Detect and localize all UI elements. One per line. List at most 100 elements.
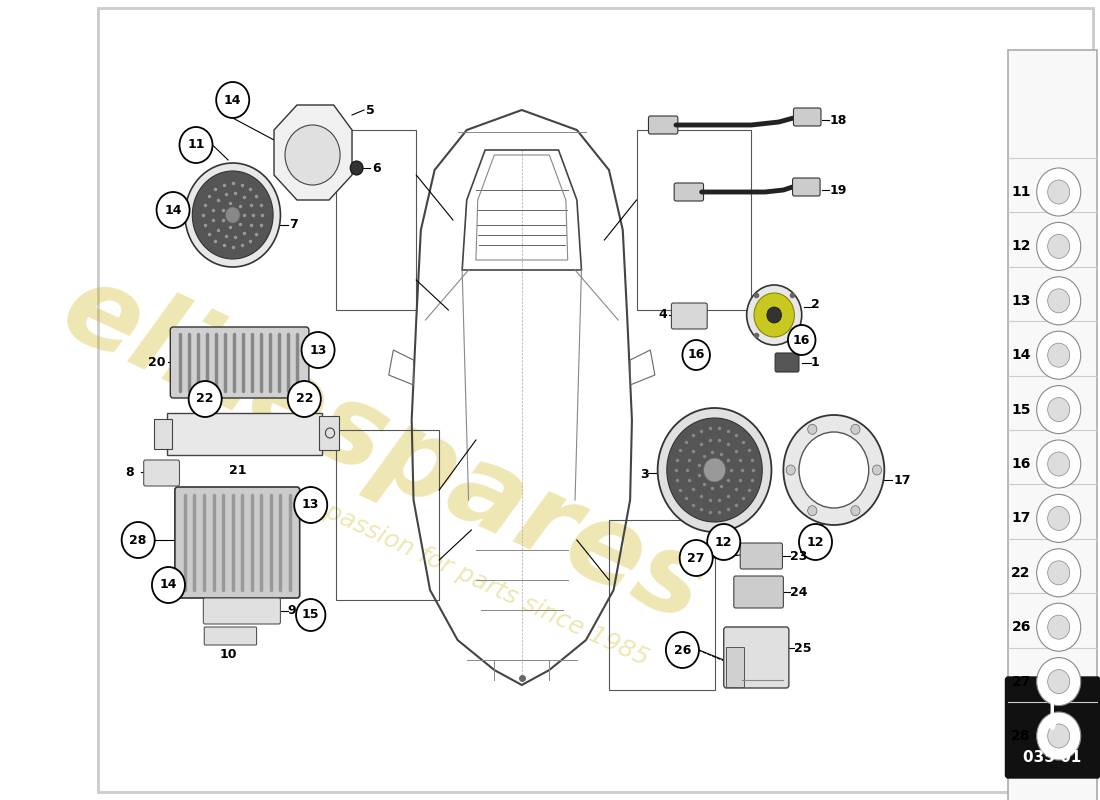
Text: 12: 12	[806, 535, 824, 549]
Circle shape	[1036, 222, 1080, 270]
Text: 11: 11	[1011, 185, 1031, 199]
Circle shape	[1036, 549, 1080, 597]
Circle shape	[1036, 658, 1080, 706]
FancyBboxPatch shape	[205, 627, 256, 645]
Text: 19: 19	[829, 183, 847, 197]
Polygon shape	[274, 105, 352, 200]
FancyBboxPatch shape	[170, 327, 309, 398]
Text: 15: 15	[302, 609, 319, 622]
FancyBboxPatch shape	[793, 108, 821, 126]
Circle shape	[850, 506, 860, 516]
Text: 21: 21	[229, 463, 246, 477]
Text: 3: 3	[640, 469, 649, 482]
FancyBboxPatch shape	[734, 576, 783, 608]
Circle shape	[152, 567, 185, 603]
Text: 17: 17	[893, 474, 911, 486]
Circle shape	[1036, 168, 1080, 216]
Circle shape	[122, 522, 155, 558]
FancyBboxPatch shape	[674, 183, 704, 201]
Circle shape	[285, 125, 340, 185]
Text: 24: 24	[790, 586, 807, 598]
Circle shape	[707, 524, 740, 560]
Text: 14: 14	[164, 203, 182, 217]
Circle shape	[189, 381, 222, 417]
Circle shape	[754, 293, 794, 337]
Circle shape	[217, 82, 250, 118]
Text: 16: 16	[793, 334, 811, 346]
Text: 16: 16	[688, 349, 705, 362]
Circle shape	[807, 424, 817, 434]
Circle shape	[301, 332, 334, 368]
Text: 22: 22	[1011, 566, 1031, 580]
FancyBboxPatch shape	[319, 416, 339, 450]
Circle shape	[788, 325, 815, 355]
Text: elitespares: elitespares	[46, 254, 723, 646]
FancyBboxPatch shape	[154, 419, 172, 449]
FancyBboxPatch shape	[724, 627, 789, 688]
Text: 14: 14	[224, 94, 242, 106]
Text: 22: 22	[296, 393, 314, 406]
Circle shape	[850, 424, 860, 434]
Text: 16: 16	[1011, 457, 1031, 471]
Text: 13: 13	[302, 498, 319, 511]
Circle shape	[799, 524, 832, 560]
Text: 6: 6	[372, 162, 381, 174]
Circle shape	[1047, 561, 1069, 585]
Text: 20: 20	[148, 355, 166, 369]
Circle shape	[1047, 234, 1069, 258]
Circle shape	[872, 465, 881, 475]
Circle shape	[350, 161, 363, 175]
FancyBboxPatch shape	[166, 413, 321, 455]
Circle shape	[294, 487, 327, 523]
Circle shape	[1047, 343, 1069, 367]
Circle shape	[192, 171, 273, 259]
Text: 8: 8	[125, 466, 133, 478]
Text: 23: 23	[790, 550, 807, 562]
Circle shape	[1036, 494, 1080, 542]
Circle shape	[666, 632, 698, 668]
FancyBboxPatch shape	[740, 543, 782, 569]
Circle shape	[1047, 615, 1069, 639]
Circle shape	[1047, 289, 1069, 313]
Circle shape	[1036, 712, 1080, 760]
FancyBboxPatch shape	[144, 460, 179, 486]
Text: 27: 27	[1011, 674, 1031, 689]
Text: 18: 18	[829, 114, 847, 126]
Circle shape	[1036, 603, 1080, 651]
Circle shape	[667, 418, 762, 522]
FancyBboxPatch shape	[671, 303, 707, 329]
Circle shape	[704, 458, 726, 482]
Circle shape	[1036, 440, 1080, 488]
Circle shape	[767, 307, 781, 323]
Text: a passion for parts since 1985: a passion for parts since 1985	[299, 490, 652, 670]
Circle shape	[296, 599, 326, 631]
FancyBboxPatch shape	[1009, 50, 1097, 800]
Circle shape	[807, 506, 817, 516]
Circle shape	[1047, 452, 1069, 476]
FancyBboxPatch shape	[175, 487, 299, 598]
Text: 7: 7	[289, 218, 298, 231]
Text: 13: 13	[1011, 294, 1031, 308]
Text: 14: 14	[1011, 348, 1031, 362]
Text: 22: 22	[197, 393, 213, 406]
FancyBboxPatch shape	[776, 353, 799, 372]
Text: 2: 2	[811, 298, 819, 311]
Text: 12: 12	[1011, 239, 1031, 254]
Circle shape	[783, 415, 884, 525]
Circle shape	[156, 192, 189, 228]
Circle shape	[747, 285, 802, 345]
Text: 27: 27	[688, 551, 705, 565]
Circle shape	[288, 381, 321, 417]
Text: 5: 5	[366, 103, 374, 117]
Circle shape	[1036, 277, 1080, 325]
FancyBboxPatch shape	[726, 647, 744, 687]
Text: 15: 15	[1011, 402, 1031, 417]
Circle shape	[658, 408, 771, 532]
FancyBboxPatch shape	[649, 116, 678, 134]
Circle shape	[1036, 386, 1080, 434]
Text: 28: 28	[1011, 729, 1031, 743]
Text: 26: 26	[673, 643, 691, 657]
Text: 26: 26	[1011, 620, 1031, 634]
Circle shape	[1047, 506, 1069, 530]
FancyBboxPatch shape	[204, 598, 280, 624]
